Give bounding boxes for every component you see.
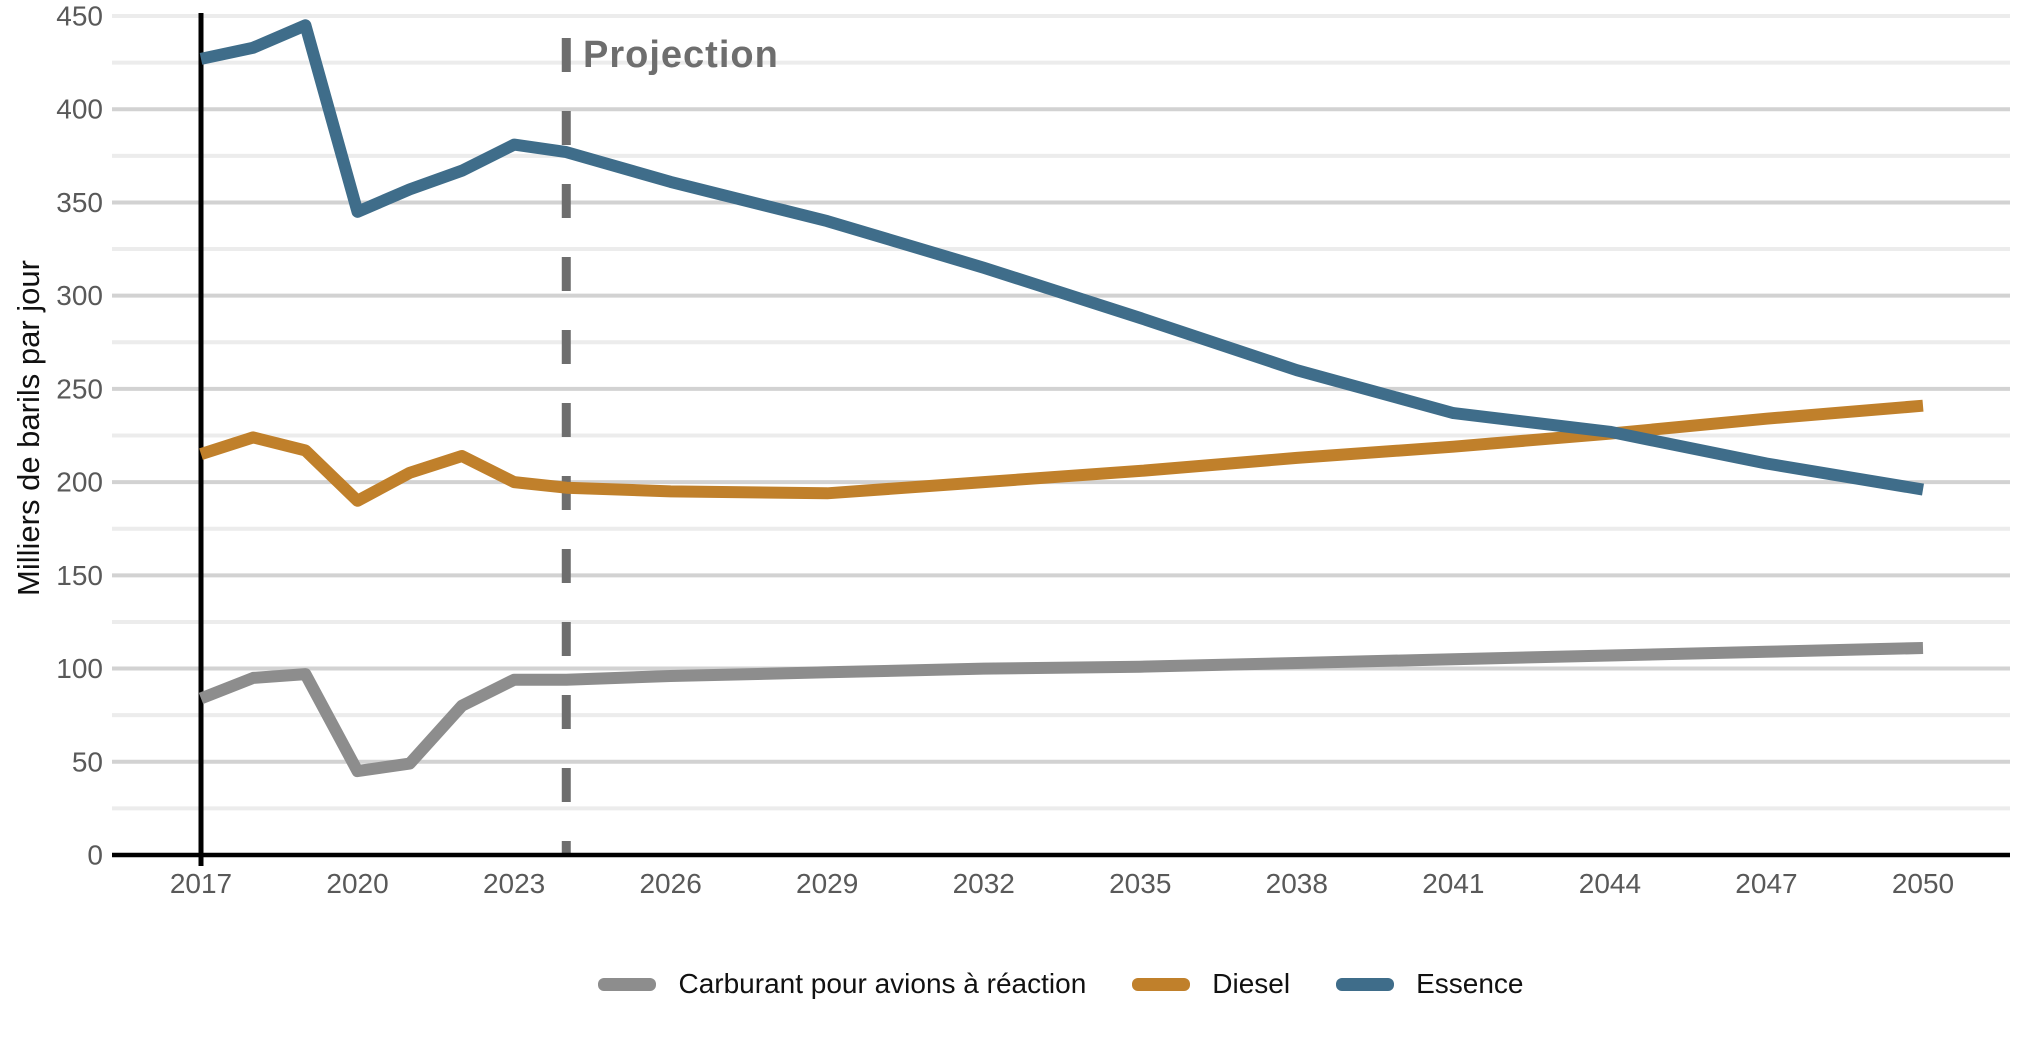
essence-line-swatch-icon [1336, 977, 1395, 991]
y-tick-label: 0 [87, 840, 103, 871]
x-tick-label: 2038 [1266, 868, 1328, 899]
y-tick-label: 350 [56, 187, 103, 218]
y-tick-label: 300 [56, 280, 103, 311]
x-tick-label: 2029 [796, 868, 858, 899]
series-line-0 [198, 642, 1924, 778]
legend-label-jet-fuel: Carburant pour avions à réaction [678, 968, 1087, 999]
legend-item-diesel: Diesel [1132, 968, 1290, 1000]
y-tick-label: 250 [56, 373, 103, 404]
x-tick-label: 2044 [1579, 868, 1641, 899]
jet-fuel-line-swatch-icon [598, 977, 657, 991]
x-tick-label: 2050 [1892, 868, 1954, 899]
x-tick-label: 2023 [483, 868, 545, 899]
x-tick-label: 2041 [1422, 868, 1484, 899]
series-line-2 [199, 19, 1924, 496]
diesel-line-swatch-icon [1132, 977, 1191, 991]
y-tick-label: 400 [56, 94, 103, 125]
x-tick-label: 2017 [170, 868, 232, 899]
y-tick-label: 50 [72, 746, 103, 777]
legend-item-essence: Essence [1336, 968, 1524, 1000]
y-tick-label: 150 [56, 560, 103, 591]
legend-label-diesel: Diesel [1212, 968, 1291, 999]
x-tick-label: 2026 [639, 868, 701, 899]
y-tick-label: 450 [56, 1, 103, 32]
x-tick-label: 2020 [326, 868, 388, 899]
projection-label: Projection [583, 34, 779, 76]
legend-item-jet-fuel: Carburant pour avions à réaction [598, 968, 1086, 1000]
y-axis-title: Milliers de barils par jour [11, 260, 46, 596]
chart-legend: Carburant pour avions à réaction Diesel … [112, 968, 2010, 1000]
y-tick-label: 100 [56, 653, 103, 684]
y-tick-label: 200 [56, 467, 103, 498]
legend-label-essence: Essence [1416, 968, 1524, 999]
x-tick-label: 2047 [1735, 868, 1797, 899]
series-line-1 [199, 399, 1924, 507]
x-tick-label: 2032 [953, 868, 1015, 899]
x-tick-label: 2035 [1109, 868, 1171, 899]
